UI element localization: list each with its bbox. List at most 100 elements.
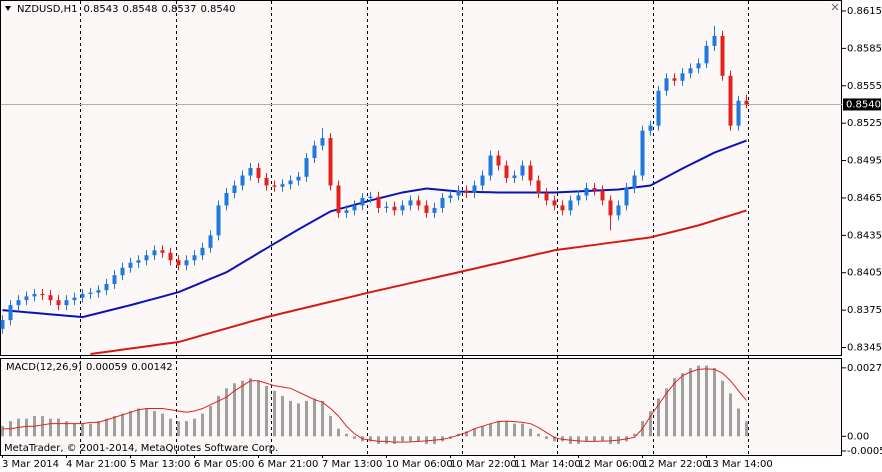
macd-bar [665,388,668,437]
macd-bar [393,436,396,444]
macd-bar [337,428,340,437]
macd-bar [377,436,380,444]
candle-body [568,200,573,211]
candle-body [128,262,133,268]
macd-bar [321,400,324,437]
candle-body [720,35,725,76]
close-mark[interactable] [831,3,839,11]
candle-body [632,175,637,188]
last-price-label: 0.8540 [846,99,881,110]
candle-body [256,168,261,178]
macd-bar [281,395,284,437]
macd-bar [313,398,316,437]
candle-body [544,192,549,201]
x-tick-label: 6 Mar 05:00 [194,459,254,470]
candle-body [168,252,173,261]
candle-body [400,205,405,211]
macd-panel [0,358,842,456]
y-tick-label: -0.00058 [847,446,882,457]
candle-body [512,175,517,178]
macd-bar [1,426,4,437]
candle-body [384,206,389,208]
candle-body [296,176,301,181]
macd-bar [265,385,268,437]
candle-body [488,155,493,176]
symbol: NZDUSD,H1 [17,4,77,15]
candle-body [672,78,677,81]
candle-body [640,130,645,176]
candle-body [704,45,709,64]
candle-body [72,297,77,301]
macd-bar [161,413,164,437]
macd-bar [689,368,692,437]
macd-bar [209,405,212,437]
candle-body [376,196,381,208]
macd-bar [513,423,516,437]
macd-bar [89,423,92,437]
candle-body [312,145,317,159]
candle-body [728,75,733,126]
candle-body [136,260,141,263]
candle-body [40,293,45,296]
candle-body [392,206,397,211]
macd-bar [225,388,228,437]
macd-bar [553,436,556,442]
candle-body [608,200,613,216]
macd-bar [585,436,588,442]
moving-average [2,139,747,319]
macd-signal-value: 0.00142 [131,362,172,373]
x-tick-label: 10 Mar 06:00 [386,459,453,470]
candle-body [504,165,509,178]
y-tick-label: 0.8495 [847,156,882,167]
candle-body [104,283,109,291]
candle-body [216,205,221,236]
candle-body [432,207,437,213]
macd-bar [545,436,548,439]
candle-body [536,180,541,193]
y-tick-label: 0.8525 [847,118,882,129]
candle-body [480,175,485,186]
candle-body [8,305,13,321]
x-tick-label: 13 Mar 14:00 [706,459,773,470]
candle-body [232,185,237,193]
x-tick-label: 6 Mar 21:00 [258,459,318,470]
macd-bar [729,393,732,437]
y-tick-label: 0.00271 [847,363,882,374]
candle-body [304,158,309,177]
menu-arrow[interactable] [5,6,11,11]
candle-body [192,255,197,261]
candle-body [120,267,125,276]
macd-bar [505,421,508,437]
macd-bar [473,428,476,437]
candle-body [680,73,685,81]
candle-body [656,90,661,126]
candle-body [520,165,525,176]
candle-body [416,200,421,206]
y-tick-label: 0.8405 [847,268,882,279]
chart-header: NZDUSD,H1 0.8543 0.8548 0.8537 0.8540 [17,4,235,15]
macd-bar [97,421,100,437]
header-close: 0.8540 [200,4,235,15]
macd-bar [145,408,148,437]
candle-body [472,185,477,193]
macd-bar [601,436,604,442]
y-tick-label: 0.8465 [847,193,882,204]
macd-bar [745,421,748,437]
macd-bar [537,433,540,437]
macd-signal [2,368,747,443]
candle-body [336,185,341,213]
candle-body [592,187,597,191]
candle-body [224,192,229,206]
candle-body [48,295,53,301]
macd-bar [169,418,172,437]
macd-title: MACD(12,26,9) [6,362,82,373]
macd-bar [681,373,684,437]
macd-bar [497,421,500,437]
macd-header: MACD(12,26,9) 0.00059 0.00142 [6,362,173,373]
candle-body [184,260,189,266]
candle-body [624,187,629,206]
macd-bar [49,418,52,437]
macd-bar [289,400,292,437]
macd-bar [329,416,332,437]
x-tick-label: 10 Mar 22:00 [450,459,517,470]
